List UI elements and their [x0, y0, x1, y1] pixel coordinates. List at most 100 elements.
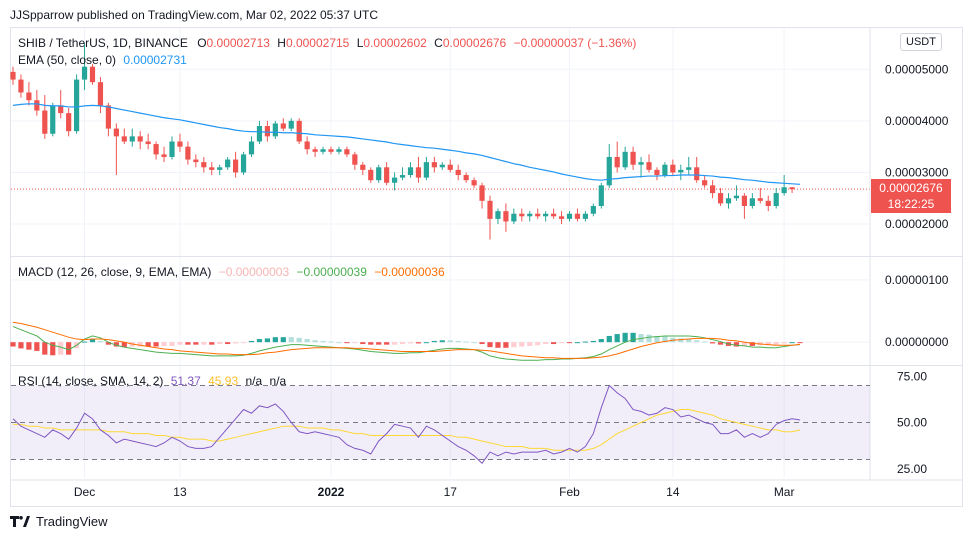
macd-histogram-bar — [280, 337, 286, 343]
macd-histogram-bar — [185, 342, 191, 345]
candle-body — [678, 169, 684, 173]
candle-body — [558, 216, 565, 219]
macd-histogram-bar — [598, 339, 604, 343]
candle-body — [535, 213, 541, 217]
candle-body — [34, 100, 40, 111]
candle-body — [582, 213, 588, 219]
x-tick-label: 2022 — [318, 485, 345, 499]
candle-body — [193, 159, 199, 163]
grid-lines — [11, 28, 870, 478]
macd-histogram-bar — [121, 342, 127, 348]
candle-body — [81, 66, 88, 80]
candle-body — [717, 193, 724, 204]
candle-body — [288, 120, 294, 129]
candle-body — [686, 167, 692, 170]
macd-histogram-bar — [630, 332, 636, 343]
macd-signal-value: −0.00000036 — [374, 265, 445, 279]
rsi-label: RSI (14, close, SMA, 14, 2) — [18, 374, 164, 388]
candle-body — [471, 180, 477, 186]
candle-body — [352, 154, 358, 165]
macd-histogram-bar — [622, 332, 628, 343]
macd-histogram-bar — [519, 342, 525, 347]
candle-body — [439, 164, 445, 168]
x-tick-label: Dec — [74, 485, 95, 499]
macd-histogram-bar — [344, 342, 350, 344]
rsi-sma-value: 45.93 — [208, 374, 239, 388]
x-tick-label: Feb — [559, 485, 580, 499]
macd-line-value: −0.00000039 — [296, 265, 367, 279]
candle-body — [328, 149, 334, 152]
candle-body — [58, 105, 64, 114]
macd-histogram-bar — [590, 340, 596, 343]
candle-body — [749, 198, 755, 206]
macd-histogram-bar — [34, 342, 40, 351]
macd-histogram-bar — [662, 336, 668, 343]
candle-body — [630, 151, 636, 165]
macd-histogram-bar — [797, 342, 803, 344]
macd-histogram-bar — [360, 342, 366, 345]
macd-histogram-bar — [415, 342, 422, 344]
macd-histogram-bar — [694, 340, 700, 343]
candle-body — [407, 167, 414, 176]
macd-histogram-bar — [439, 340, 445, 343]
price-tick-label: 0.00003000 — [885, 165, 949, 179]
macd-histogram-bar — [423, 342, 429, 344]
candle-body — [272, 123, 278, 137]
c-label: C — [434, 36, 443, 50]
macd-histogram-bar — [582, 341, 588, 343]
candle-body — [209, 167, 215, 170]
candle-body — [519, 213, 525, 217]
macd-histogram-bar — [233, 342, 239, 344]
macd-histogram-bar — [614, 334, 620, 343]
o-label: O — [197, 36, 207, 50]
x-tick-label: Mar — [774, 485, 795, 499]
macd-histogram-bar — [789, 342, 795, 344]
macd-histogram-bar — [272, 337, 278, 343]
candle-body — [455, 169, 461, 176]
macd-histogram-bar — [654, 335, 660, 343]
candle-body — [50, 105, 56, 134]
candle-body — [280, 123, 286, 129]
macd-histogram-bar — [495, 342, 501, 348]
candle-body — [670, 164, 676, 173]
candle-body — [527, 213, 533, 217]
last-price-label: 0.00002676 18:22:25 — [871, 179, 951, 213]
candle-body — [240, 154, 247, 173]
macd-histogram-bar — [225, 342, 231, 345]
footer-brand[interactable]: TradingView — [10, 514, 108, 529]
candle-body — [741, 195, 747, 206]
price-pane — [10, 43, 801, 240]
macd-histogram-bar — [431, 340, 437, 343]
x-tick-label: 14 — [666, 485, 680, 499]
candle-body — [566, 213, 573, 219]
candle-body — [376, 167, 382, 181]
macd-histogram-bar — [97, 340, 104, 343]
candle-body — [233, 159, 239, 173]
rsi-value: 51.37 — [170, 374, 201, 388]
candle-body — [598, 185, 604, 206]
macd-histogram-bar — [50, 342, 56, 356]
macd-histogram-bar — [193, 342, 199, 345]
last-price-value: 0.00002676 — [879, 181, 943, 195]
candle-body — [113, 128, 119, 137]
ema-value: 0.00002731 — [123, 53, 187, 67]
macd-histogram-bar — [26, 342, 32, 350]
candle-body — [551, 213, 557, 217]
rsi-tick-label: 50.00 — [897, 416, 927, 430]
h-label: H — [277, 36, 286, 50]
macd-histogram-bar — [328, 341, 334, 343]
macd-tick-label: 0.00000000 — [885, 335, 949, 349]
macd-histogram-bar — [741, 342, 747, 346]
candle-body — [757, 198, 763, 201]
chart-frame — [10, 27, 963, 507]
candle-body — [256, 126, 263, 142]
x-tick-label: 13 — [173, 485, 187, 499]
macd-histogram-bar — [678, 338, 684, 343]
macd-histogram-bar — [407, 342, 414, 344]
candle-body — [702, 180, 708, 186]
macd-histogram-bar — [566, 342, 573, 344]
candle-body — [74, 79, 80, 132]
rsi-tick-label: 75.00 — [897, 369, 927, 383]
currency-button[interactable]: USDT — [900, 33, 942, 51]
